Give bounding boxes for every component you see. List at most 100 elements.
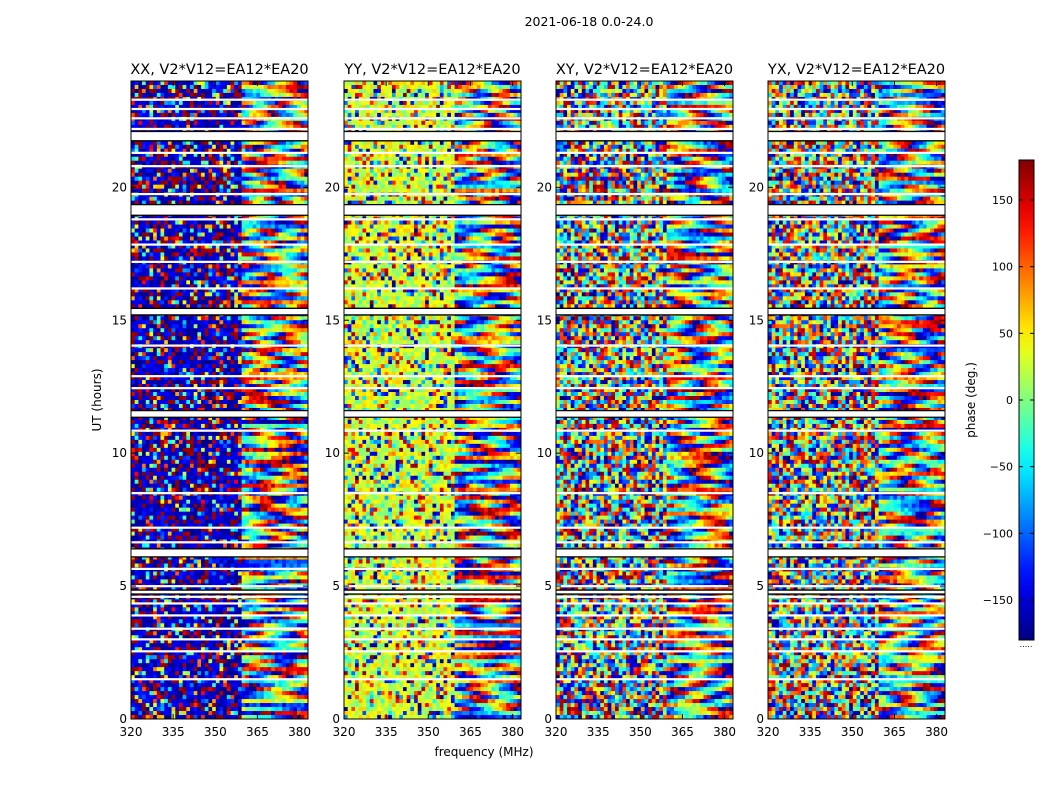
- flag-gap: [131, 128, 308, 130]
- flag-gap: [556, 527, 733, 529]
- flag-gap: [344, 568, 521, 570]
- flag-band: [768, 308, 945, 315]
- flag-gap: [131, 492, 308, 494]
- flag-gap: [768, 541, 945, 543]
- y-tick-label: 5: [544, 579, 552, 593]
- flag-gap: [131, 638, 308, 640]
- x-tick-label: 320: [757, 725, 780, 739]
- flag-gap: [556, 218, 733, 220]
- y-tick-label: 10: [112, 446, 127, 460]
- flag-gap: [344, 218, 521, 220]
- x-tick-label: 335: [587, 725, 610, 739]
- y-tick-label: 5: [332, 579, 340, 593]
- flag-gap: [556, 261, 733, 263]
- flag-gap: [556, 541, 733, 543]
- flag-gap: [131, 218, 308, 220]
- flag-band: [131, 549, 308, 557]
- flag-gap: [131, 117, 308, 119]
- flag-gap: [768, 650, 945, 652]
- x-tick-label: 320: [120, 725, 143, 739]
- colorbar-footer: .....: [1020, 640, 1033, 649]
- flag-gap: [344, 430, 521, 432]
- flag-gap: [768, 165, 945, 167]
- y-tick-label: 10: [537, 446, 552, 460]
- y-tick-label: 0: [332, 712, 340, 726]
- colorbar-tick-label: 0: [1006, 394, 1013, 407]
- flag-gap: [344, 165, 521, 167]
- phase-heatmap: [131, 81, 308, 719]
- flag-gap: [768, 108, 945, 110]
- flag-band: [768, 205, 945, 216]
- flag-gap: [768, 193, 945, 195]
- flag-gap: [556, 650, 733, 652]
- flag-gap: [344, 193, 521, 195]
- flag-band: [131, 132, 308, 141]
- flag-gap: [768, 585, 945, 587]
- x-tick-label: 365: [459, 725, 482, 739]
- flag-gap: [131, 243, 308, 245]
- flag-gap: [344, 492, 521, 494]
- flag-gap: [556, 375, 733, 377]
- flag-band: [131, 411, 308, 418]
- flag-gap: [131, 614, 308, 616]
- flag-gap: [131, 602, 308, 604]
- flag-gap: [131, 152, 308, 154]
- flag-gap: [344, 387, 521, 389]
- flag-band: [768, 549, 945, 557]
- flag-gap: [556, 678, 733, 680]
- flag-gap: [344, 287, 521, 289]
- flag-gap: [556, 596, 733, 598]
- flag-gap: [768, 287, 945, 289]
- flag-gap: [768, 243, 945, 245]
- x-tick-label: 335: [375, 725, 398, 739]
- figure-suptitle: 2021-06-18 0.0-24.0: [525, 14, 654, 29]
- y-tick-label: 20: [112, 180, 127, 194]
- flag-gap: [344, 628, 521, 630]
- flag-gap: [768, 602, 945, 604]
- flag-band: [556, 411, 733, 418]
- flag-band: [344, 308, 521, 315]
- flag-gap: [556, 99, 733, 101]
- flag-gap: [344, 99, 521, 101]
- flag-gap: [131, 527, 308, 529]
- panels-group: XX, V2*V12=EA12*EA20 320 335 350 365 380 0 5 10 1…: [112, 62, 948, 739]
- y-axis-label: UT (hours): [90, 368, 104, 431]
- flag-band: [344, 411, 521, 418]
- x-tick-label: 335: [162, 725, 185, 739]
- flag-gap: [768, 678, 945, 680]
- flag-gap: [556, 585, 733, 587]
- flag-gap: [556, 492, 733, 494]
- x-tick-label: 380: [713, 725, 736, 739]
- y-tick-label: 0: [756, 712, 764, 726]
- colorbar-tick-label: −50: [990, 461, 1013, 474]
- panel-title: YX, V2*V12=EA12*EA20: [767, 62, 945, 78]
- flag-gap: [768, 152, 945, 154]
- x-tick-label: 350: [841, 725, 864, 739]
- flag-gap: [131, 650, 308, 652]
- flag-band: [556, 205, 733, 216]
- phase-heatmap: [556, 81, 733, 719]
- flag-gap: [768, 527, 945, 529]
- flag-gap: [768, 117, 945, 119]
- flag-band: [344, 132, 521, 141]
- panel-title: XX, V2*V12=EA12*EA20: [130, 62, 308, 78]
- flag-band: [344, 205, 521, 216]
- flag-gap: [344, 375, 521, 377]
- flag-band: [344, 549, 521, 557]
- flag-gap: [344, 152, 521, 154]
- colorbar-tick-label: −150: [983, 594, 1013, 607]
- x-axis-label: frequency (MHz): [434, 745, 533, 759]
- flag-gap: [768, 638, 945, 640]
- flag-band: [768, 411, 945, 418]
- flag-gap: [768, 345, 945, 347]
- colorbar-label: phase (deg.): [964, 362, 978, 438]
- flag-gap: [344, 650, 521, 652]
- flag-gap: [556, 108, 733, 110]
- flag-gap: [344, 614, 521, 616]
- flag-gap: [556, 152, 733, 154]
- x-tick-label: 380: [288, 725, 311, 739]
- flag-gap: [344, 527, 521, 529]
- y-tick-label: 20: [325, 180, 340, 194]
